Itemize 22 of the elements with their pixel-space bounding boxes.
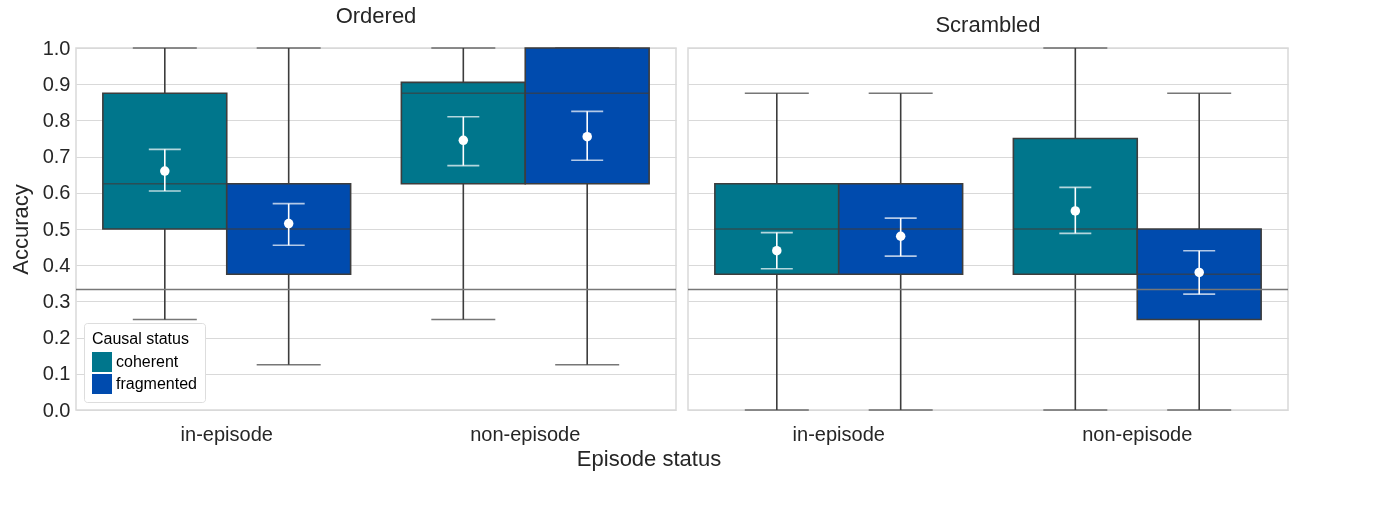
y-tick-label: 0.6 xyxy=(42,181,71,204)
x-tick-label: in-episode xyxy=(792,422,885,445)
y-tick-label: 0.9 xyxy=(42,72,71,95)
y-tick-label: 0.7 xyxy=(42,145,71,168)
chart-title: Scrambled xyxy=(935,12,1041,38)
y-tick-label: 0.2 xyxy=(42,326,71,349)
chart-title: Ordered xyxy=(335,3,417,28)
y-tick-label: 0.4 xyxy=(42,253,71,276)
y-axis-title: Accuracy xyxy=(7,184,33,275)
y-tick-label: 0.1 xyxy=(42,362,71,385)
y-tick-label: 0.5 xyxy=(42,217,71,240)
y-tick-label: 0.0 xyxy=(42,398,71,421)
y-tick-label: 0.8 xyxy=(42,108,71,131)
y-tick-label: 0.3 xyxy=(42,289,71,312)
x-tick-label: non-episode xyxy=(470,422,581,445)
x-axis-title: Episode status xyxy=(576,445,722,471)
legend-label: fragmented xyxy=(116,375,197,392)
y-tick-label: 1.0 xyxy=(42,36,71,59)
x-tick-label: non-episode xyxy=(1082,422,1193,445)
x-tick-label: in-episode xyxy=(180,422,273,445)
legend-label: coherent xyxy=(116,353,179,370)
legend-title: Causal status xyxy=(92,330,189,347)
